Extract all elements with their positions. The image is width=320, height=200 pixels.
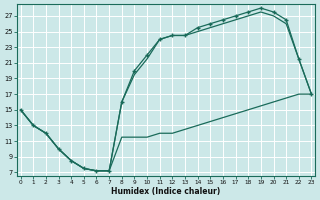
X-axis label: Humidex (Indice chaleur): Humidex (Indice chaleur): [111, 187, 221, 196]
